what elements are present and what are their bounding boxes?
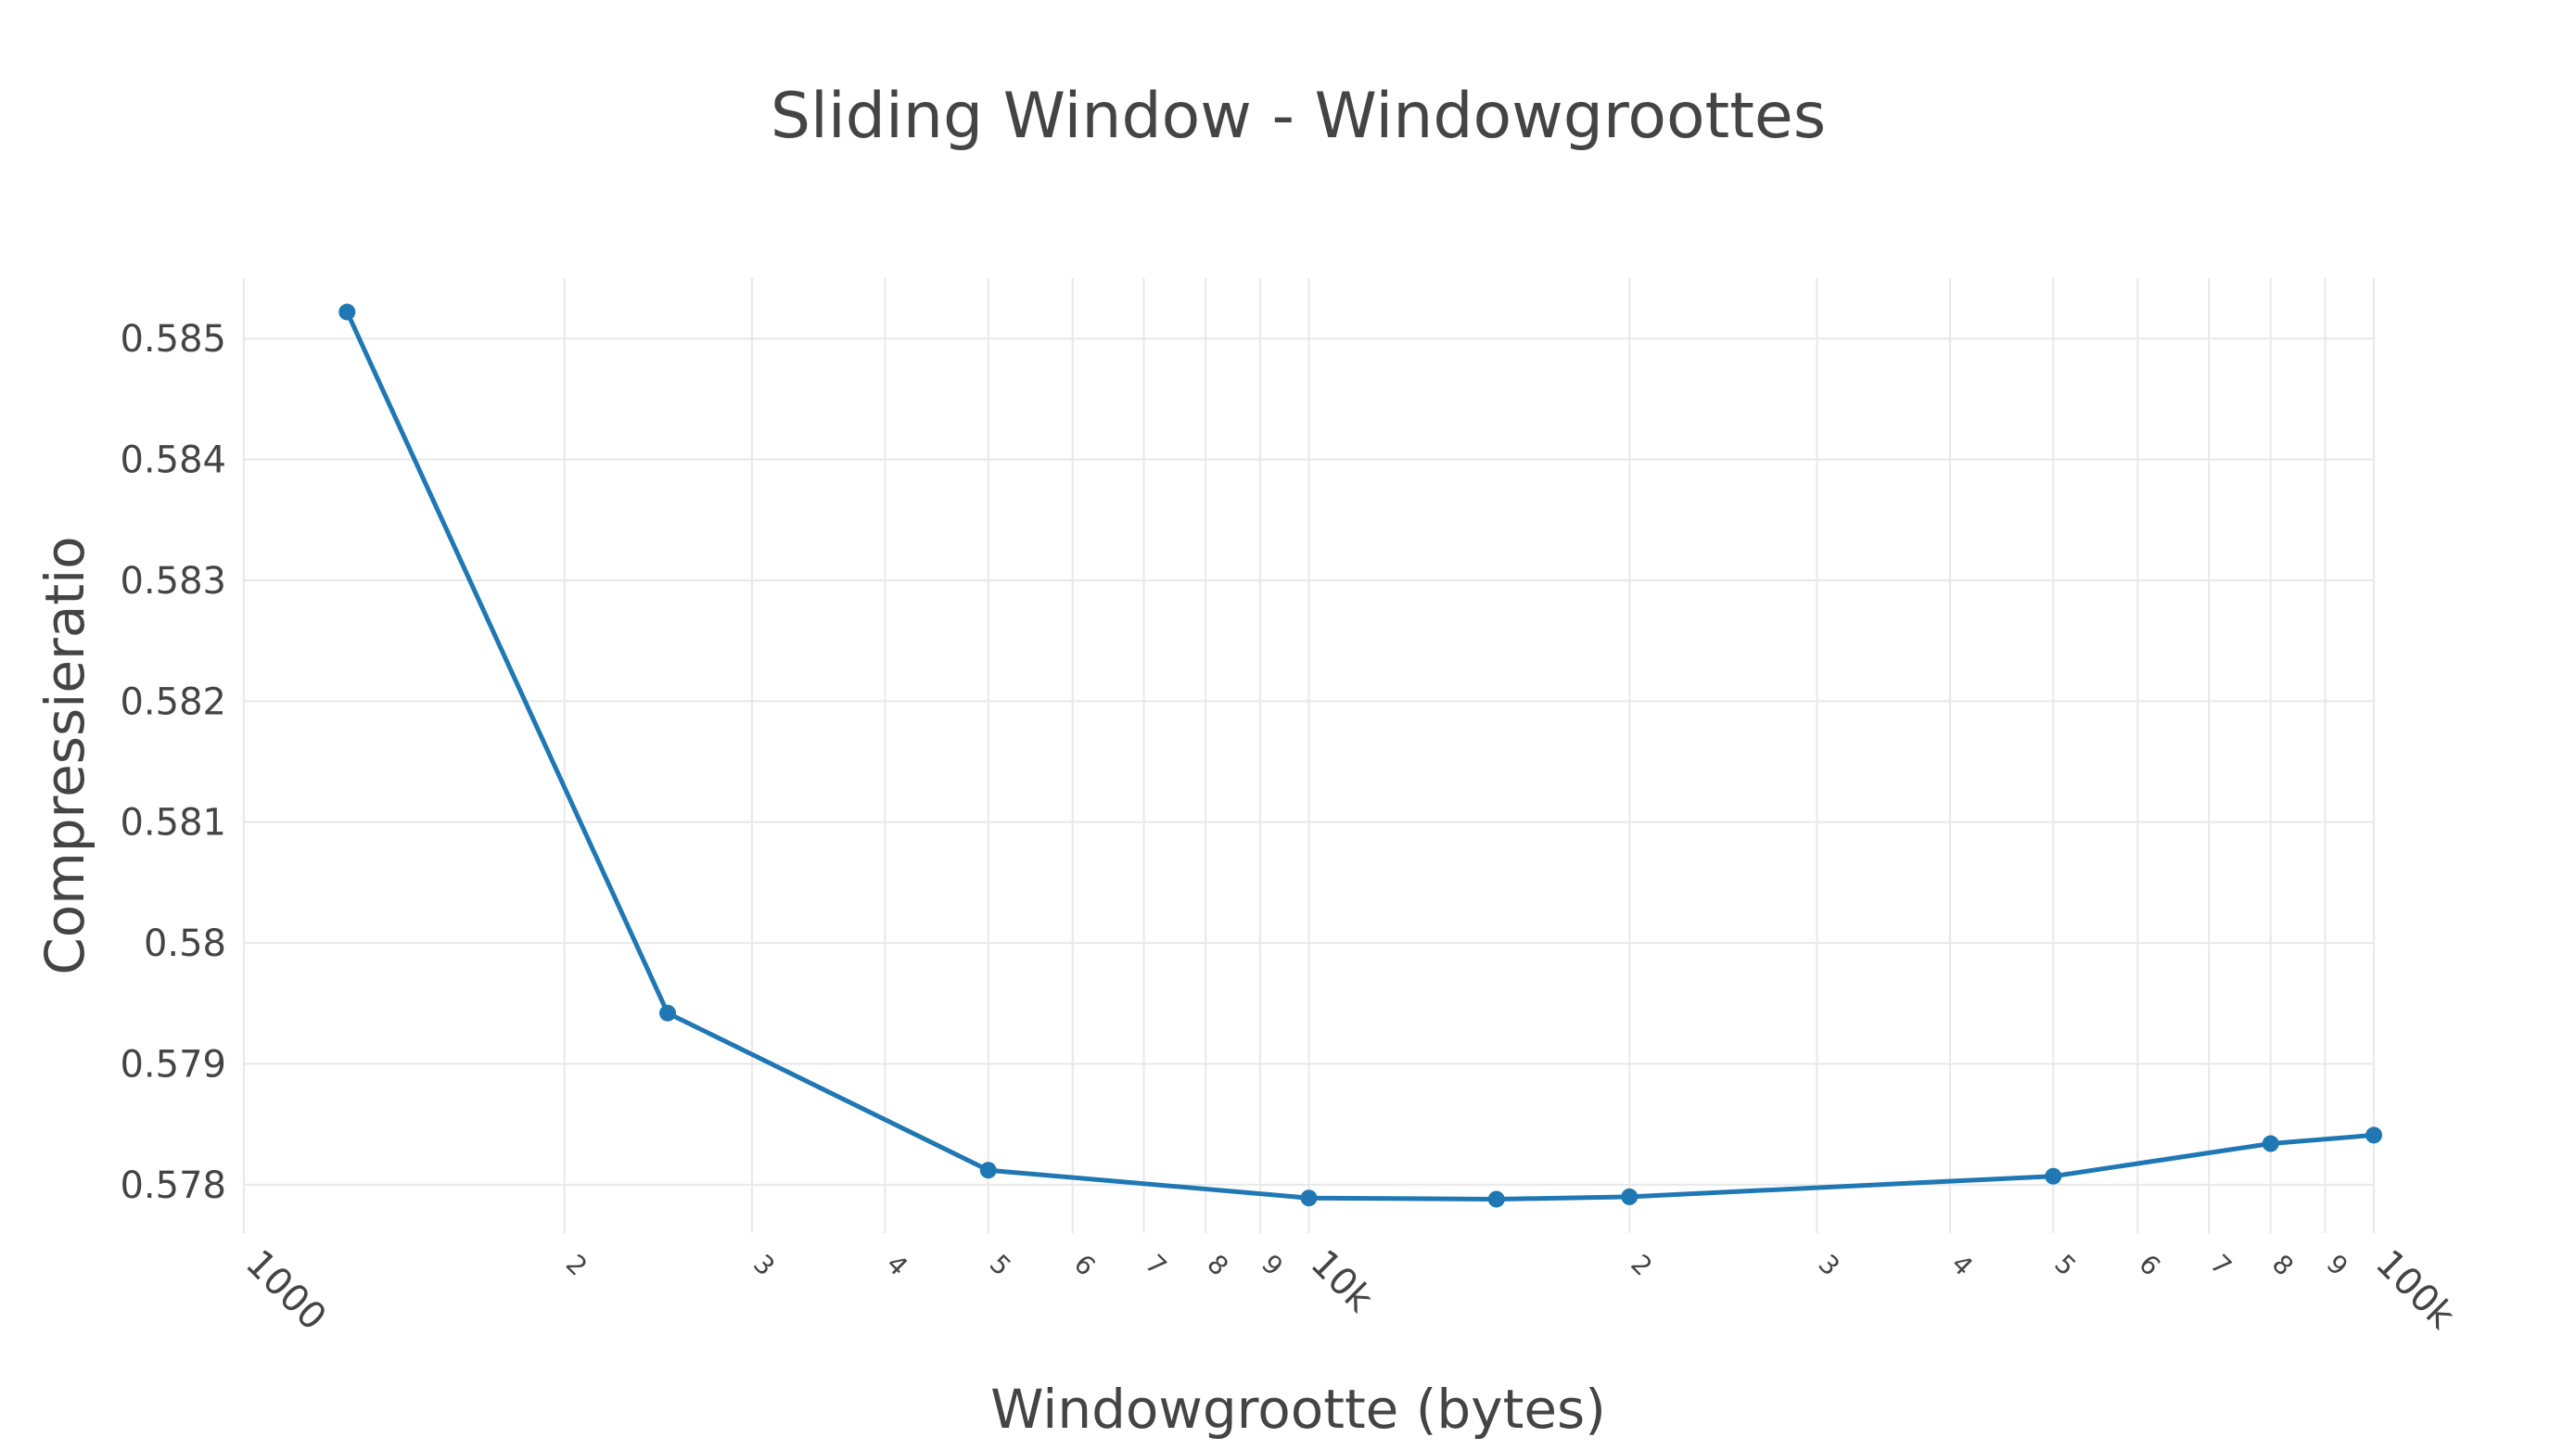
x-tick-label: 7 xyxy=(2204,1249,2238,1282)
y-tick-label: 0.578 xyxy=(120,1164,226,1207)
x-axis-title: Windowgrootte (bytes) xyxy=(990,1378,1606,1441)
y-tick-label: 0.582 xyxy=(120,680,226,723)
data-point[interactable] xyxy=(1487,1190,1505,1208)
y-tick-label: 0.583 xyxy=(120,560,226,603)
x-tick-label: 100k xyxy=(2367,1242,2463,1338)
y-tick-label: 0.584 xyxy=(120,439,226,482)
data-point[interactable] xyxy=(1300,1189,1318,1207)
y-tick-label: 0.581 xyxy=(120,802,226,845)
x-tick-label: 2 xyxy=(560,1249,593,1282)
y-tick-label: 0.579 xyxy=(120,1043,226,1086)
x-tick-label: 6 xyxy=(1068,1249,1102,1282)
x-tick-label: 8 xyxy=(2266,1249,2300,1282)
data-point[interactable] xyxy=(1621,1188,1639,1205)
x-tick-label: 3 xyxy=(747,1249,781,1282)
x-tick-label: 10k xyxy=(1302,1242,1381,1321)
x-tick-label: 5 xyxy=(2048,1249,2082,1282)
x-tick-label: 9 xyxy=(1256,1249,1289,1282)
x-tick-label: 6 xyxy=(2133,1249,2166,1282)
x-tick-label: 7 xyxy=(1140,1249,1173,1282)
chart-title: Sliding Window - Windowgroottes xyxy=(771,80,1826,153)
x-tick-label: 8 xyxy=(1201,1249,1234,1282)
x-tick-label: 4 xyxy=(881,1249,914,1282)
y-axis-title: Compressieratio xyxy=(33,536,96,975)
data-point[interactable] xyxy=(2045,1167,2062,1185)
y-tick-label: 0.585 xyxy=(120,318,226,361)
y-tick-label: 0.58 xyxy=(144,922,226,965)
y-axis-ticks: 0.578 0.579 0.58 0.581 0.582 0.583 0.584 0.585 xyxy=(120,318,226,1207)
x-tick-label: 3 xyxy=(1813,1249,1846,1282)
data-point[interactable] xyxy=(2262,1135,2279,1152)
x-axis-ticks: 1000 2 3 4 5 6 7 8 9 10k 2 3 4 5 6 7 8 9 100k xyxy=(237,1242,2463,1340)
x-tick-label: 2 xyxy=(1625,1249,1658,1282)
data-point[interactable] xyxy=(338,303,356,321)
series-line xyxy=(345,311,2375,1202)
grid-lines xyxy=(243,278,2375,1233)
data-point[interactable] xyxy=(659,1004,677,1022)
data-point[interactable] xyxy=(2366,1126,2382,1144)
x-tick-label: 9 xyxy=(2320,1249,2353,1282)
x-tick-label: 5 xyxy=(984,1249,1017,1282)
x-tick-label: 1000 xyxy=(237,1242,335,1340)
x-tick-label: 4 xyxy=(1945,1249,1979,1282)
series-layer xyxy=(338,303,2382,1208)
data-point[interactable] xyxy=(979,1162,997,1179)
